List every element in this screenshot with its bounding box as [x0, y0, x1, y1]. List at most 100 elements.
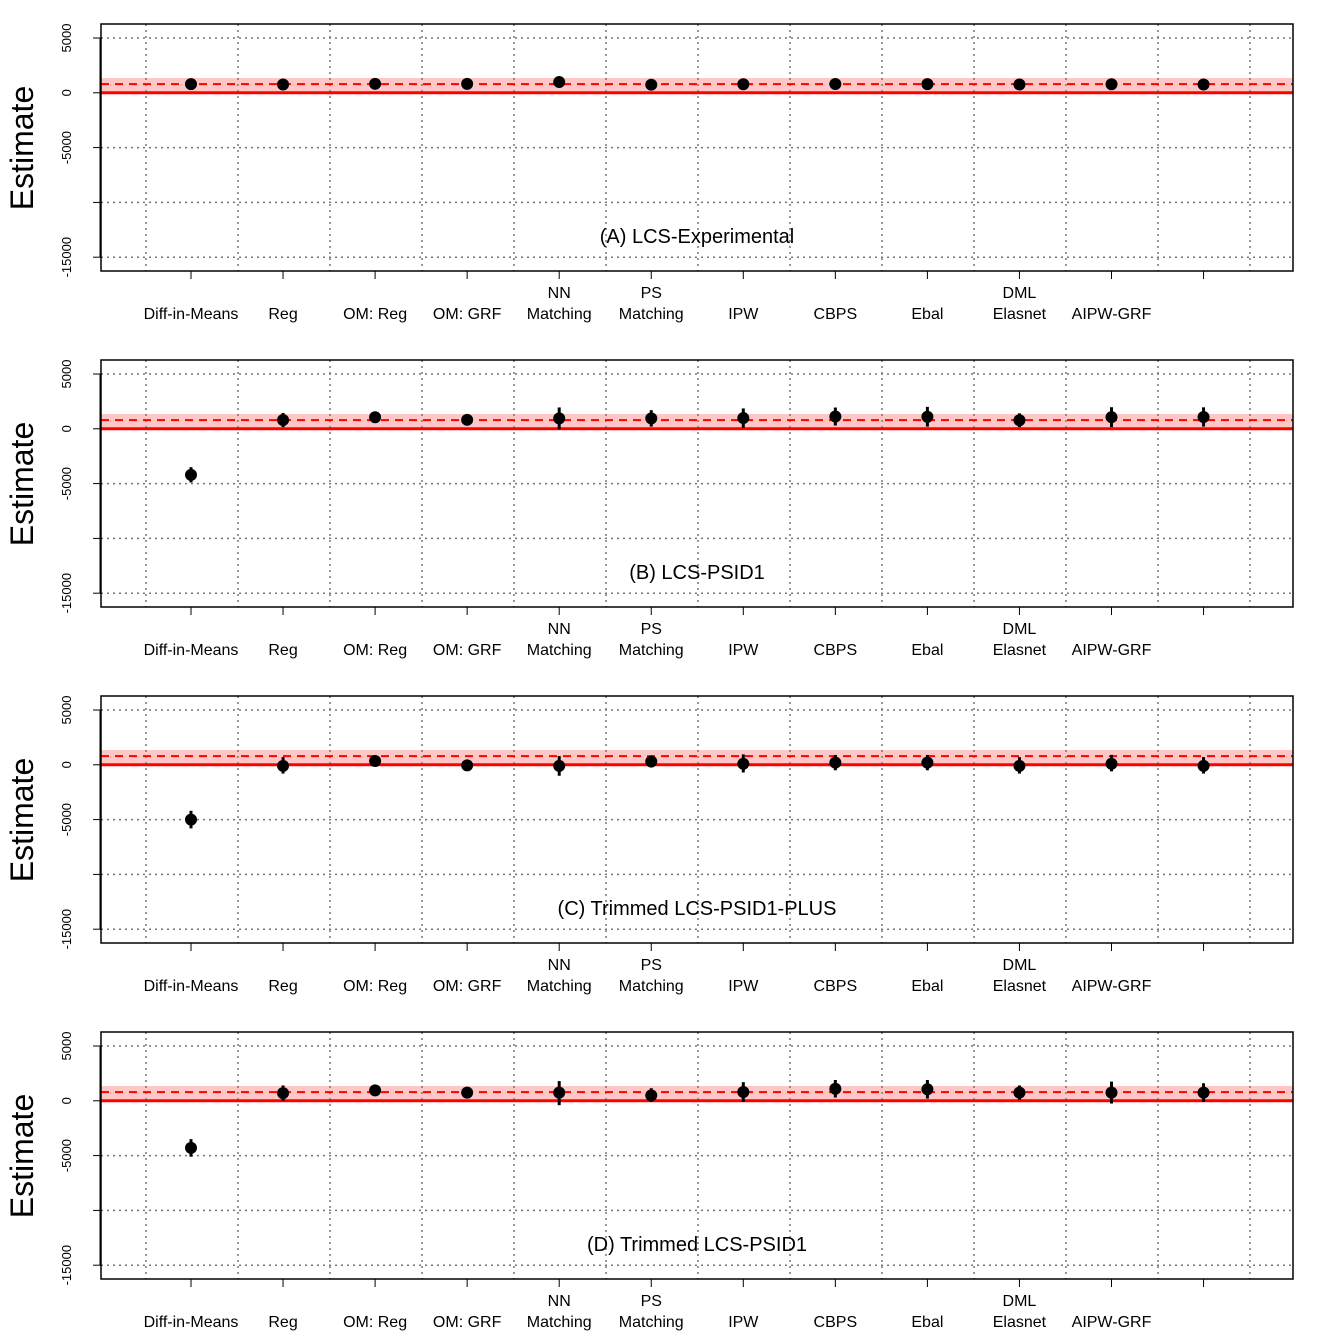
estimate-point: [1105, 78, 1118, 91]
estimate-point: [645, 78, 658, 91]
y-tick-label: -15000: [59, 909, 74, 949]
x-tick-label: Diff-in-Means: [144, 1314, 239, 1331]
plot-area: [101, 360, 1293, 607]
benchmark-band: [101, 750, 1293, 765]
estimate-point: [1197, 78, 1210, 91]
estimate-point: [461, 759, 474, 772]
x-tick-label: AIPW-GRF: [1072, 1314, 1152, 1331]
estimate-point: [1105, 411, 1118, 424]
y-tick-label: -5000: [59, 1139, 74, 1172]
y-axis-label: Estimate: [4, 422, 40, 546]
estimate-point: [461, 413, 474, 426]
x-tick-label: NN: [548, 285, 571, 302]
x-tick-label: Diff-in-Means: [144, 642, 239, 659]
x-tick-label: OM: GRF: [433, 642, 502, 659]
x-tick-label: Diff-in-Means: [144, 978, 239, 995]
x-tick-label: Matching: [619, 1314, 684, 1331]
x-tick-label: AIPW-GRF: [1072, 978, 1152, 995]
estimate-point: [1105, 757, 1118, 770]
estimate-point: [737, 412, 750, 425]
x-tick-label: OM: GRF: [433, 306, 502, 323]
y-axis-label: Estimate: [4, 1094, 40, 1218]
x-tick-label: Elasnet: [993, 306, 1047, 323]
benchmark-band: [101, 78, 1293, 93]
estimate-point: [1105, 1086, 1118, 1099]
estimate-point: [829, 410, 842, 423]
estimate-point: [1197, 1086, 1210, 1099]
estimate-point: [277, 759, 290, 772]
estimate-point: [277, 1087, 290, 1100]
estimate-point: [921, 1083, 934, 1096]
estimate-point: [277, 414, 290, 427]
x-tick-label: AIPW-GRF: [1072, 306, 1152, 323]
x-tick-label: Elasnet: [993, 1314, 1047, 1331]
x-tick-label: Ebal: [911, 306, 943, 323]
y-tick-label: -15000: [59, 237, 74, 277]
estimate-point: [737, 757, 750, 770]
y-axis-label: Estimate: [4, 758, 40, 882]
x-tick-label: PS: [641, 1293, 662, 1310]
y-tick-label: -5000: [59, 803, 74, 836]
x-tick-label: NN: [548, 957, 571, 974]
x-tick-label: Reg: [268, 978, 297, 995]
x-tick-label: OM: GRF: [433, 1314, 502, 1331]
estimate-point: [1013, 78, 1026, 91]
x-tick-label: Matching: [527, 306, 592, 323]
y-axis: 5000 0 -5000 -15000: [59, 360, 101, 613]
x-tick-label: NN: [548, 1293, 571, 1310]
y-tick-label: -15000: [59, 573, 74, 613]
x-tick-label: OM: GRF: [433, 978, 502, 995]
y-axis: 5000 0 -5000 -15000: [59, 696, 101, 949]
x-tick-label: Matching: [619, 642, 684, 659]
estimate-point: [1197, 410, 1210, 423]
estimate-point: [553, 412, 566, 425]
plot-area: [101, 24, 1293, 271]
x-tick-label: Matching: [527, 642, 592, 659]
chart-panel-3: 5000 0 -5000 -15000 Estimate Diff-in-Means Reg…: [4, 1031, 1294, 1331]
y-tick-label: 0: [59, 89, 74, 96]
estimate-point: [185, 468, 197, 481]
x-tick-label: OM: Reg: [343, 642, 407, 659]
panel-title: (A) LCS-Experimental: [600, 226, 795, 248]
y-tick-label: 5000: [59, 360, 74, 389]
x-tick-label: IPW: [728, 1314, 759, 1331]
estimate-point: [645, 1089, 658, 1102]
x-axis: Diff-in-Means Reg OM: Reg OM: GRF NN Matching…: [144, 1278, 1205, 1331]
estimate-point: [829, 78, 842, 91]
estimate-point: [1013, 1086, 1026, 1099]
estimate-point: [369, 1084, 382, 1097]
x-tick-label: Ebal: [911, 1314, 943, 1331]
chart-panel-1: 5000 0 -5000 -15000 Estimate Diff-in-Means Reg…: [4, 359, 1294, 659]
x-tick-label: Matching: [527, 978, 592, 995]
x-tick-label: Reg: [268, 1314, 297, 1331]
x-tick-label: Reg: [268, 306, 297, 323]
estimate-point: [1013, 414, 1026, 427]
x-tick-label: DML: [1003, 1293, 1037, 1310]
x-tick-label: Matching: [619, 978, 684, 995]
x-axis: Diff-in-Means Reg OM: Reg OM: GRF NN Matching…: [144, 942, 1205, 995]
estimate-point: [461, 77, 474, 90]
chart-panel-0: 5000 0 -5000 -15000 Estimate Diff-in-Means Reg…: [4, 23, 1294, 323]
estimate-point: [1013, 759, 1026, 772]
y-tick-label: -5000: [59, 467, 74, 500]
x-tick-label: NN: [548, 621, 571, 638]
y-tick-label: 5000: [59, 1032, 74, 1061]
estimate-point: [277, 78, 290, 91]
y-tick-label: -15000: [59, 1245, 74, 1285]
x-tick-label: Ebal: [911, 978, 943, 995]
x-tick-label: PS: [641, 285, 662, 302]
estimate-point: [461, 1086, 474, 1099]
y-tick-label: 5000: [59, 696, 74, 725]
x-tick-label: Diff-in-Means: [144, 306, 239, 323]
y-tick-label: 0: [59, 425, 74, 432]
benchmark-band: [101, 414, 1293, 429]
x-tick-label: CBPS: [814, 978, 858, 995]
x-axis: Diff-in-Means Reg OM: Reg OM: GRF NN Matching…: [144, 270, 1205, 323]
x-tick-label: DML: [1003, 621, 1037, 638]
x-tick-label: PS: [641, 957, 662, 974]
x-tick-label: Matching: [527, 1314, 592, 1331]
estimate-point: [553, 1086, 566, 1099]
estimate-point: [369, 411, 382, 424]
x-tick-label: OM: Reg: [343, 1314, 407, 1331]
